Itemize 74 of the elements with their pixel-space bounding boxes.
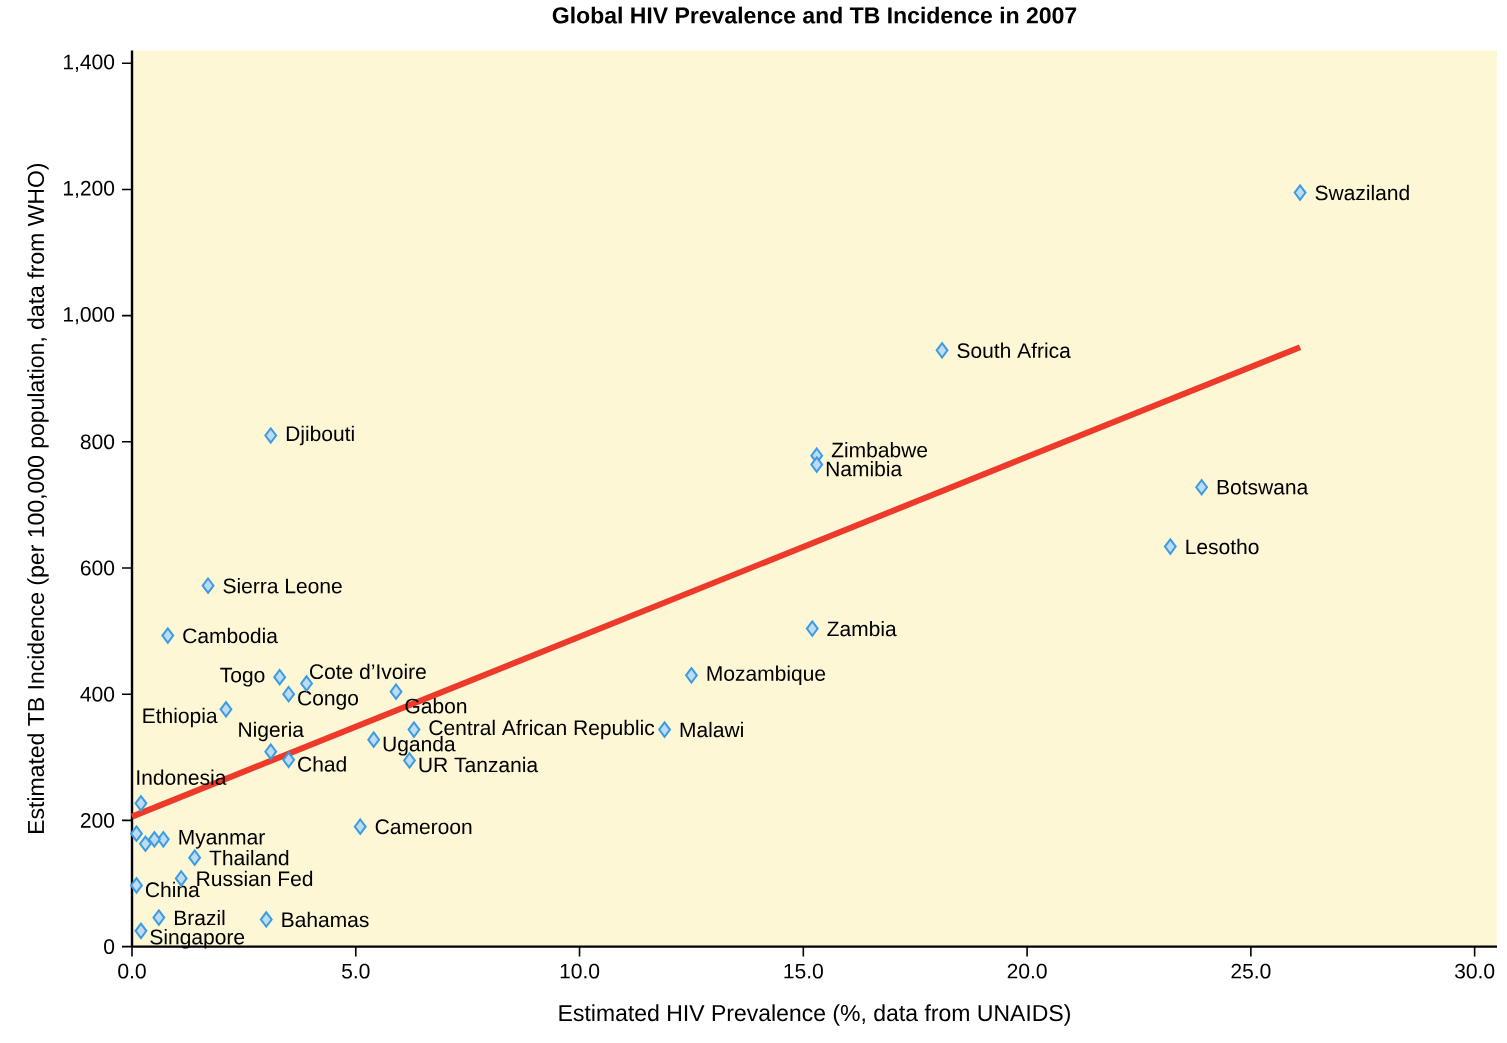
annotation: Congo bbox=[298, 690, 359, 710]
annotation: Chad bbox=[298, 756, 346, 772]
y-tick-label: 0 bbox=[104, 939, 115, 955]
annotation: Zambia bbox=[827, 621, 897, 637]
y-tick-label: 1,200 bbox=[63, 180, 115, 199]
point bbox=[259, 911, 273, 928]
y-tick-label: 1,400 bbox=[63, 54, 115, 73]
point bbox=[219, 701, 233, 718]
annotation: Togo bbox=[220, 667, 265, 687]
annotation: Djibouti bbox=[286, 425, 354, 446]
point bbox=[273, 669, 287, 686]
point bbox=[152, 909, 166, 926]
annotation: Ethiopia bbox=[143, 707, 218, 728]
point bbox=[1293, 184, 1307, 201]
x-tick-label: 5.0 bbox=[342, 963, 370, 979]
annotation: Myanmar bbox=[179, 830, 265, 849]
x-tick-label: 0.0 bbox=[118, 963, 146, 979]
annotation: Thailand bbox=[209, 850, 289, 866]
annotation: Zimbabwe bbox=[831, 442, 928, 458]
point bbox=[130, 825, 143, 843]
annotation: Swaziland bbox=[1315, 185, 1409, 201]
point bbox=[282, 686, 296, 703]
x-axis-title: Estimated HIV Prevalence (%, data from UNAIDS) bbox=[559, 1004, 1070, 1026]
annotation: South Africa bbox=[957, 342, 1071, 359]
annotation: Uganda bbox=[383, 736, 456, 756]
point bbox=[685, 667, 698, 684]
point bbox=[282, 751, 296, 769]
point bbox=[134, 922, 148, 940]
y-tick-label: 1,000 bbox=[63, 307, 115, 325]
y-tick-label: 600 bbox=[80, 560, 115, 576]
annotation: Nigeria bbox=[239, 721, 304, 742]
chart-title: Global HIV Prevalence and TB Incidence in 2007 bbox=[552, 6, 1077, 24]
y-tick-label: 200 bbox=[80, 813, 115, 829]
annotation: UR Tanzania bbox=[419, 757, 539, 773]
annotation: Lesotho bbox=[1186, 539, 1259, 555]
annotation: Namibia bbox=[826, 461, 903, 477]
x-tick-label: 10.0 bbox=[560, 963, 600, 979]
point bbox=[935, 342, 949, 359]
annotation: Mozambique bbox=[707, 665, 826, 686]
point bbox=[805, 620, 819, 637]
annotation: Cote d’Ivoire bbox=[310, 663, 426, 680]
point bbox=[161, 627, 175, 644]
point bbox=[201, 577, 215, 595]
annotation: Cameroon bbox=[375, 819, 472, 835]
annotation: Malawi bbox=[680, 722, 743, 738]
y-tick-label: 400 bbox=[80, 686, 115, 702]
annotation: Cambodia bbox=[183, 628, 278, 644]
annotation: Indonesia bbox=[137, 769, 227, 786]
point bbox=[139, 835, 152, 853]
annotation: Brazil bbox=[174, 910, 225, 926]
point bbox=[1163, 538, 1177, 555]
x-tick-label: 25.0 bbox=[1231, 963, 1271, 979]
point bbox=[130, 877, 143, 894]
x-tick-label: 30.0 bbox=[1454, 963, 1495, 979]
point bbox=[658, 721, 671, 738]
point bbox=[353, 818, 367, 836]
annotation: Singapore bbox=[150, 929, 245, 949]
point bbox=[389, 683, 403, 701]
point bbox=[188, 849, 202, 867]
point bbox=[810, 456, 824, 473]
point bbox=[147, 831, 161, 848]
annotation: Botswana bbox=[1217, 480, 1309, 495]
point bbox=[134, 795, 148, 812]
point bbox=[367, 731, 381, 749]
point bbox=[1195, 479, 1209, 496]
point bbox=[264, 743, 278, 761]
point bbox=[264, 427, 278, 444]
x-tick-label: 15.0 bbox=[784, 963, 823, 979]
annotation: Gabon bbox=[405, 698, 467, 714]
y-tick-label: 800 bbox=[80, 434, 115, 450]
x-tick-label: 20.0 bbox=[1007, 963, 1047, 979]
annotation: Bahamas bbox=[282, 911, 369, 928]
y-axis-title: Estimated TB Incidence (per 100,000 population, data from WHO) bbox=[27, 164, 49, 834]
annotation: Sierra Leone bbox=[223, 578, 342, 594]
